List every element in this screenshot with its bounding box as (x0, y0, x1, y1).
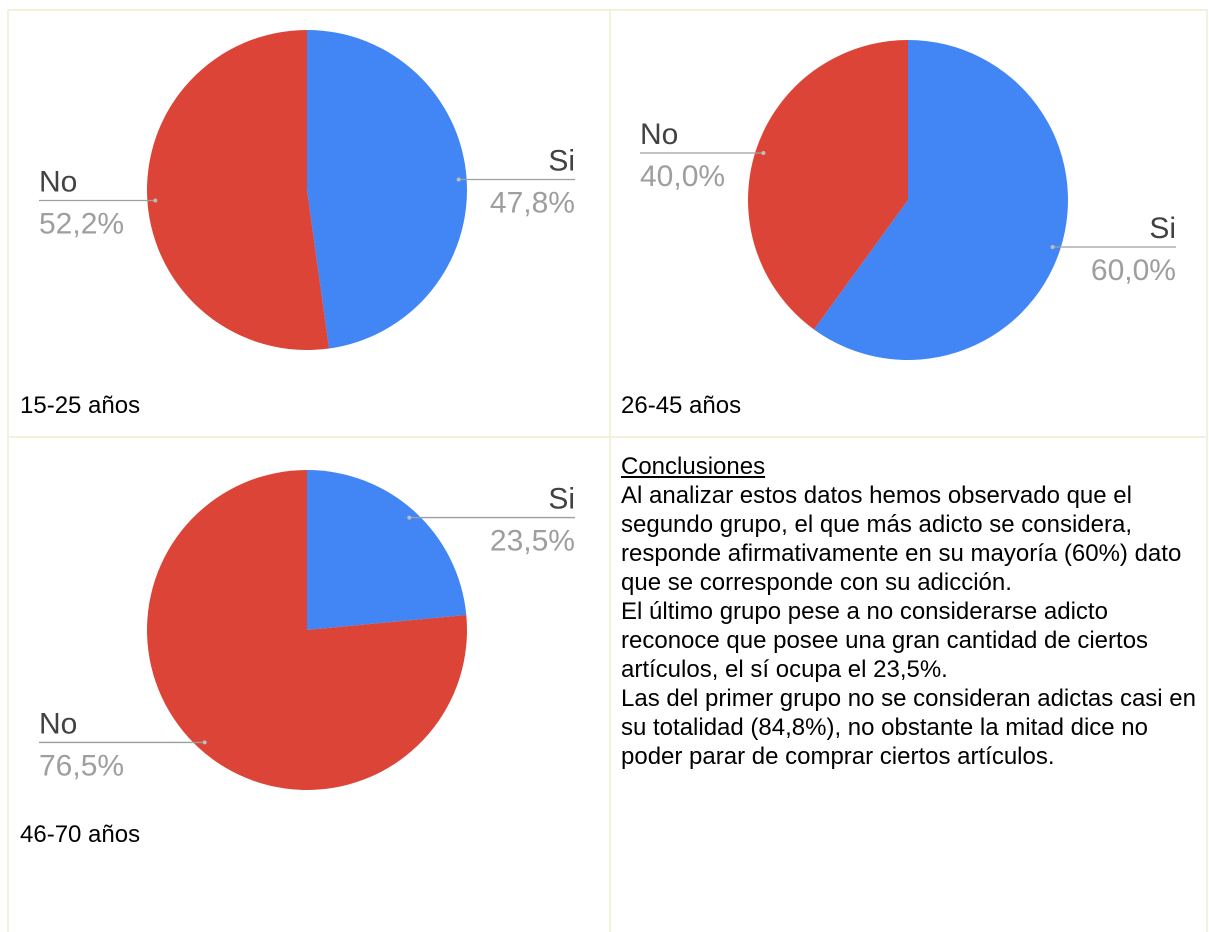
slice-label: No (640, 118, 678, 151)
paragraph: El último grupo pese a no considerarse a… (621, 598, 1149, 683)
pie-slice (147, 470, 468, 791)
slice-value-label: 76,5% (39, 749, 124, 782)
slice-label: Si (548, 145, 575, 178)
leader-dot (1050, 244, 1055, 249)
chart-caption: 46-70 años (20, 821, 140, 848)
paragraph: Las del primer grupo no se consideran ad… (621, 685, 1196, 770)
slice-value-label: 40,0% (640, 160, 725, 193)
slice-value-label: 47,8% (490, 187, 575, 220)
slice-label: Si (1149, 212, 1176, 245)
pie-slice (748, 40, 908, 330)
slice-value-label: 23,5% (490, 525, 575, 558)
conclusions: Conclusiones Al analizar estos datos hem… (621, 452, 1206, 771)
pie-slice (307, 30, 467, 349)
pie-slice (146, 30, 330, 350)
slice-label: Si (548, 483, 575, 516)
slice-value-label: 52,2% (39, 207, 124, 240)
chart-caption: 26-45 años (621, 392, 741, 419)
leader-dot (153, 198, 158, 203)
leader-dot (407, 515, 412, 520)
leader-dot (202, 740, 207, 745)
paragraph: Al analizar estos datos hemos observado … (621, 482, 1182, 596)
pie-slice (307, 470, 467, 630)
leader-dot (761, 151, 766, 156)
chart-caption: 15-25 años (20, 392, 140, 419)
leader-dot (456, 177, 461, 182)
slice-label: No (39, 707, 77, 740)
pie-slice (813, 40, 1068, 360)
conclusions-heading: Conclusiones (621, 453, 766, 480)
table-borders (7, 9, 1208, 932)
slice-value-label: 60,0% (1091, 254, 1176, 287)
slice-label: No (39, 165, 77, 198)
